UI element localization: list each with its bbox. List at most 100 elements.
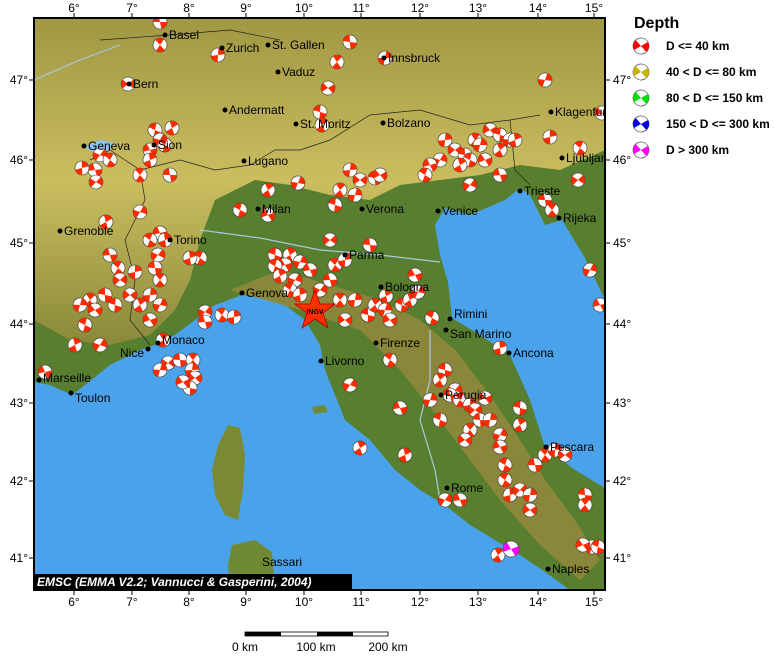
city-san-marino[interactable]: San Marino (443, 327, 512, 341)
city-sion[interactable]: Sion (151, 138, 183, 152)
focal-mechanism[interactable] (491, 426, 510, 445)
focal-mechanism[interactable] (102, 247, 118, 263)
city-rome[interactable]: Rome (444, 481, 484, 495)
focal-mechanism[interactable] (492, 167, 508, 183)
focal-mechanism[interactable] (542, 200, 562, 220)
focal-mechanism[interactable] (226, 309, 242, 325)
city-toulon[interactable]: Toulon (68, 390, 111, 406)
focal-mechanism[interactable] (182, 250, 198, 266)
focal-mechanism[interactable] (302, 262, 318, 278)
focal-mechanism[interactable] (155, 135, 174, 154)
city-bern[interactable]: Bern (126, 77, 159, 91)
focal-mechanism[interactable] (392, 400, 408, 416)
city-basel[interactable]: Basel (162, 28, 200, 42)
focal-mechanism[interactable] (507, 132, 523, 148)
focal-mechanism[interactable] (472, 412, 488, 428)
focal-mechanism[interactable] (131, 296, 149, 314)
city-ljubljana[interactable]: Ljubljana (559, 151, 615, 165)
focal-mechanism[interactable] (322, 272, 338, 288)
focal-mechanism[interactable] (491, 438, 508, 455)
focal-mechanism[interactable] (342, 34, 358, 50)
focal-mechanism[interactable] (591, 296, 608, 313)
focal-mechanism[interactable] (90, 335, 109, 354)
focal-mechanism[interactable] (148, 245, 168, 265)
city-bolzano[interactable]: Bolzano (380, 116, 431, 130)
focal-mechanism[interactable] (431, 411, 449, 429)
focal-mechanism[interactable] (174, 373, 193, 392)
focal-mechanism[interactable] (409, 283, 428, 302)
city-trieste[interactable]: Trieste (517, 184, 561, 198)
focal-mechanism[interactable] (381, 311, 400, 330)
focal-mechanism[interactable] (157, 232, 173, 248)
city-nice[interactable]: Nice (120, 346, 151, 360)
city-genova[interactable]: Genova (239, 286, 289, 300)
city-lugano[interactable]: Lugano (241, 154, 289, 168)
city-st-moritz[interactable]: St. Moritz (293, 117, 351, 131)
focal-mechanism[interactable] (66, 336, 83, 353)
focal-mechanism[interactable] (335, 310, 354, 329)
focal-mechanism[interactable] (313, 116, 332, 135)
focal-mechanism[interactable] (342, 162, 358, 178)
focal-mechanism[interactable] (397, 447, 414, 464)
focal-mechanism[interactable] (86, 172, 106, 192)
focal-mechanism[interactable] (351, 439, 369, 457)
focal-mechanism[interactable] (210, 47, 226, 63)
focal-mechanism[interactable] (492, 340, 508, 356)
focal-mechanism[interactable] (511, 416, 529, 434)
focal-mechanism[interactable] (495, 470, 515, 490)
focal-mechanism[interactable] (422, 308, 441, 327)
focal-mechanism[interactable] (435, 490, 454, 509)
focal-mechanism[interactable] (460, 175, 480, 195)
focal-mechanism[interactable] (327, 52, 346, 71)
focal-mechanism[interactable] (320, 230, 340, 250)
city-firenze[interactable]: Firenze (373, 336, 421, 350)
focal-mechanism[interactable] (430, 370, 449, 389)
focal-mechanism[interactable] (370, 165, 389, 184)
focal-mechanism[interactable] (476, 151, 494, 169)
focal-mechanism[interactable] (421, 391, 439, 409)
focal-mechanism[interactable] (142, 152, 158, 168)
focal-mechanism[interactable] (151, 361, 168, 378)
focal-mechanism[interactable] (495, 455, 514, 474)
city-verona[interactable]: Verona (359, 202, 405, 216)
city-milan[interactable]: Milan (255, 202, 291, 216)
city-vaduz[interactable]: Vaduz (275, 65, 316, 79)
focal-mechanism[interactable] (97, 213, 114, 230)
focal-mechanism[interactable] (120, 285, 140, 305)
focal-mechanism[interactable] (350, 170, 370, 190)
focal-mechanism[interactable] (212, 305, 232, 325)
focal-mechanism[interactable] (527, 457, 543, 473)
focal-mechanism[interactable] (108, 258, 128, 278)
focal-mechanism[interactable] (476, 389, 495, 408)
focal-mechanism[interactable] (110, 270, 130, 290)
focal-mechanism[interactable] (340, 375, 359, 394)
focal-mechanism[interactable] (147, 260, 163, 276)
legend-mechanism-icon[interactable] (630, 61, 652, 83)
city-venice[interactable]: Venice (435, 204, 479, 218)
city-pescara[interactable]: Pescara (543, 440, 595, 454)
focal-mechanism[interactable] (574, 536, 592, 554)
legend-mechanism-icon[interactable] (630, 113, 652, 135)
focal-mechanism[interactable] (197, 314, 213, 330)
city-andermatt[interactable]: Andermatt (222, 103, 286, 117)
focal-mechanism[interactable] (271, 267, 288, 284)
city-innsbruck[interactable]: Innsbruck (381, 51, 442, 65)
city-naples[interactable]: Naples (545, 562, 590, 576)
focal-mechanism[interactable] (522, 487, 538, 503)
focal-mechanism[interactable] (163, 119, 181, 137)
focal-mechanism[interactable] (100, 150, 120, 170)
focal-mechanism[interactable] (362, 237, 378, 253)
city-klagenfurt[interactable]: Klagenfurt (548, 105, 611, 119)
focal-mechanism[interactable] (451, 156, 469, 174)
focal-mechanism[interactable] (152, 15, 168, 30)
focal-mechanism[interactable] (86, 301, 105, 320)
focal-mechanism[interactable] (259, 206, 277, 224)
ingv-marker[interactable]: INGV (293, 288, 337, 330)
city-parma[interactable]: Parma (342, 248, 385, 262)
focal-mechanism[interactable] (106, 296, 124, 314)
city-livorno[interactable]: Livorno (318, 354, 365, 368)
focal-mechanism[interactable] (74, 160, 90, 176)
focal-mechanism[interactable] (581, 261, 600, 280)
focal-mechanism[interactable] (380, 350, 400, 370)
city-st-gallen[interactable]: St. Gallen (265, 38, 325, 52)
